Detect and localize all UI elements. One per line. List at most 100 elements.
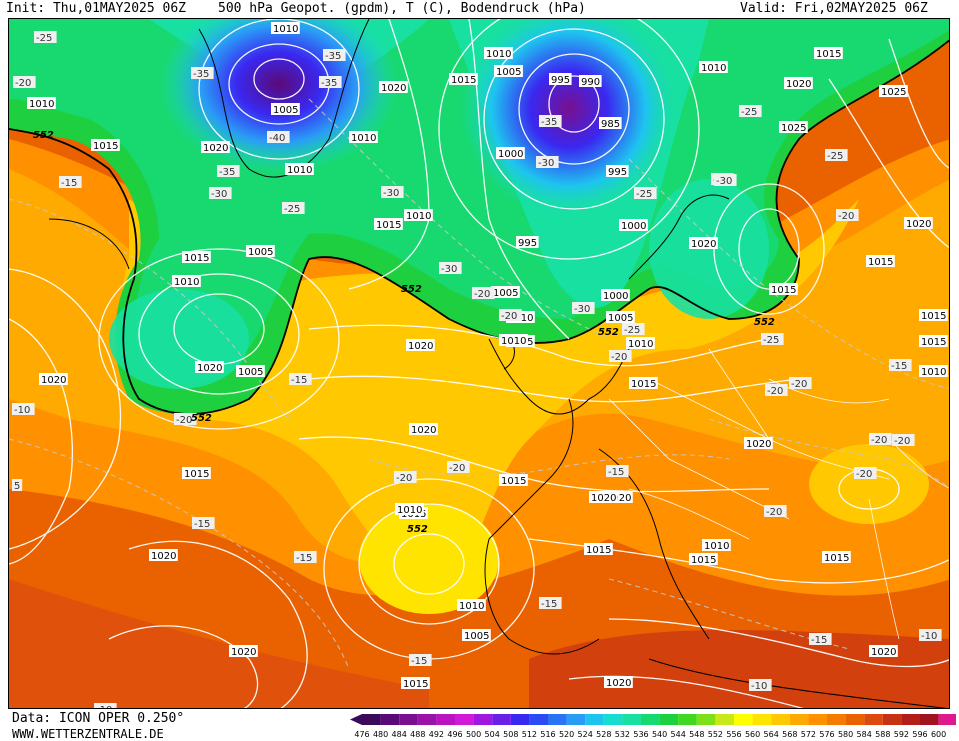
temp-label: -30 bbox=[538, 158, 554, 169]
pressure-label-box bbox=[516, 236, 539, 248]
pressure-label-box bbox=[491, 286, 520, 298]
temp-label-box bbox=[59, 176, 82, 188]
pressure-label: 1015 bbox=[501, 476, 526, 487]
legend-level-label: 592 bbox=[894, 730, 909, 739]
pressure-label-box bbox=[149, 549, 178, 561]
temp-label: -25 bbox=[763, 335, 779, 346]
legend-swatch bbox=[752, 714, 772, 725]
temp-label-box bbox=[825, 149, 848, 161]
temp-label-box bbox=[809, 633, 832, 645]
pressure-label: 995 bbox=[608, 167, 627, 178]
legend-swatch bbox=[473, 714, 493, 725]
pressure-label-box bbox=[606, 311, 635, 323]
legend-swatch bbox=[789, 714, 809, 725]
pressure-label-box bbox=[172, 275, 201, 287]
cutoff-low-iberia bbox=[359, 504, 499, 614]
pressure-label: 1015 bbox=[921, 337, 946, 348]
pressure-label: 1010 bbox=[273, 24, 298, 35]
temp-label: -20 bbox=[838, 211, 854, 222]
temp-label: 5 bbox=[14, 481, 20, 492]
contour-552 bbox=[9, 39, 949, 415]
geo-label: 552 bbox=[191, 413, 212, 424]
pressure-label-box bbox=[91, 139, 120, 151]
legend-swatch bbox=[938, 714, 956, 725]
valid-time: Valid: Fri,02MAY2025 06Z bbox=[740, 1, 928, 16]
temp-label-box bbox=[892, 434, 915, 446]
legend-level-label: 544 bbox=[671, 730, 686, 739]
pressure-label: 1015 bbox=[816, 49, 841, 60]
pressure-label-box bbox=[606, 165, 629, 177]
temp-label-box bbox=[765, 384, 788, 396]
temp-label: -15 bbox=[541, 599, 557, 610]
temp-label: -35 bbox=[219, 167, 235, 178]
geo-label: 552 bbox=[401, 284, 422, 295]
pressure-label-box bbox=[769, 283, 798, 295]
legend-level-label: 564 bbox=[764, 730, 779, 739]
pressure-label-box bbox=[689, 237, 718, 249]
temp-label-box bbox=[869, 433, 892, 445]
pressure-label: 1015 bbox=[93, 141, 118, 152]
pressure-label: 1015 bbox=[631, 379, 656, 390]
pressure-label-box bbox=[395, 503, 424, 515]
temp-label: -15 bbox=[891, 361, 907, 372]
legend-level-label: 552 bbox=[708, 730, 723, 739]
temp-label: -15 bbox=[608, 467, 624, 478]
pressure-label: 1020 bbox=[606, 678, 631, 689]
legend-level-label: 532 bbox=[615, 730, 630, 739]
pressure-label: 995 bbox=[518, 238, 537, 249]
pressure-label: 1005 bbox=[608, 313, 633, 324]
pressure-label: 1010 bbox=[351, 133, 376, 144]
pressure-label-box bbox=[584, 543, 613, 555]
temp-label-box bbox=[472, 287, 495, 299]
legend-swatch bbox=[436, 714, 455, 725]
legend-arrow-low bbox=[350, 714, 362, 725]
legend-swatch bbox=[492, 714, 511, 725]
pressure-label: 1010 bbox=[29, 99, 54, 110]
legend-level-label: 548 bbox=[689, 730, 704, 739]
pressure-label: 1020 bbox=[203, 143, 228, 154]
pressure-label-box bbox=[879, 85, 908, 97]
temp-label: -15 bbox=[61, 178, 77, 189]
geo-label: 552 bbox=[598, 327, 619, 338]
temp-label-box bbox=[764, 505, 787, 517]
map-labels: 1010 1010 1015 1005 1020 1010 1015 1005 1000 1010… bbox=[12, 22, 948, 708]
temp-label-box bbox=[634, 187, 657, 199]
legend-level-label: 508 bbox=[503, 730, 518, 739]
pressure-label: 1010 bbox=[406, 211, 431, 222]
temp-label-box bbox=[319, 76, 342, 88]
pressure-label: 1010 bbox=[628, 339, 653, 350]
map-footer: Data: ICON OPER 0.250° WWW.WETTERZENTRAL… bbox=[0, 709, 959, 741]
temp-label-box bbox=[539, 115, 562, 127]
pressure-label: 1020 bbox=[786, 79, 811, 90]
pressure-label: 1010 bbox=[701, 63, 726, 74]
temp-label: -30 bbox=[383, 188, 399, 199]
legend-swatch bbox=[771, 714, 790, 725]
pressure-label: 1015 bbox=[921, 311, 946, 322]
pressure-label: 1015 bbox=[771, 285, 796, 296]
pressure-label-box bbox=[457, 599, 486, 611]
pressure-label: 1005 bbox=[496, 67, 521, 78]
pressure-label: 1020 bbox=[606, 493, 631, 504]
temp-label-box bbox=[572, 302, 595, 314]
legend-swatch bbox=[827, 714, 846, 725]
temp-label-box bbox=[714, 174, 737, 186]
legend-level-label: 596 bbox=[912, 730, 927, 739]
pressure-label-box bbox=[822, 551, 851, 563]
temp-label-box bbox=[192, 517, 215, 529]
legend-level-label: 576 bbox=[819, 730, 834, 739]
pressure-label-box bbox=[579, 75, 602, 87]
temp-label-box bbox=[13, 76, 36, 88]
legend-swatch bbox=[715, 714, 734, 725]
temp-label: -20 bbox=[396, 473, 412, 484]
legend-level-label: 488 bbox=[410, 730, 425, 739]
legend-level-label: 540 bbox=[652, 730, 667, 739]
temp-label-box bbox=[289, 373, 312, 385]
temp-label: -25 bbox=[624, 325, 640, 336]
legend-swatch bbox=[678, 714, 697, 725]
pressure-label-box bbox=[699, 61, 728, 73]
pressure-label: 985 bbox=[601, 119, 620, 130]
pressure-label-box bbox=[271, 103, 300, 115]
pressure-label: 1015 bbox=[691, 555, 716, 566]
temp-label-box bbox=[499, 309, 522, 321]
pressure-label-box bbox=[379, 81, 408, 93]
